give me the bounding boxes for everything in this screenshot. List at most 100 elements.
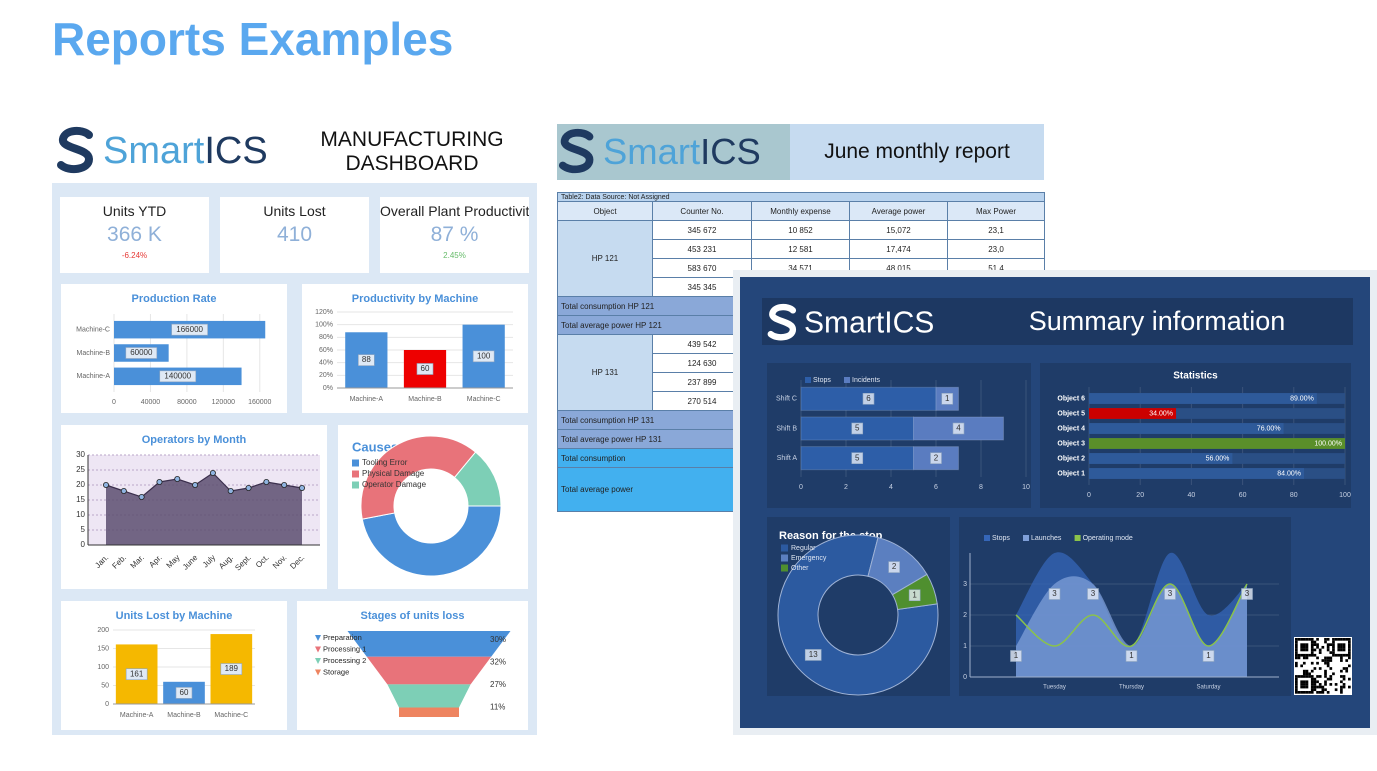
qr-module bbox=[1305, 669, 1309, 673]
slice bbox=[361, 505, 502, 577]
qr-module bbox=[1318, 683, 1322, 686]
qr-module bbox=[1316, 656, 1319, 660]
kpi-value: 87 % bbox=[430, 223, 479, 246]
legend-label: Stops bbox=[992, 535, 1010, 542]
qr-module bbox=[1326, 677, 1330, 681]
bar bbox=[1089, 393, 1317, 404]
qr-module bbox=[1332, 643, 1335, 646]
x-tick-label: 40000 bbox=[141, 399, 161, 406]
data-label: 76.00% bbox=[1257, 425, 1281, 432]
qr-module bbox=[1295, 640, 1298, 644]
chart-title: Stages of units loss bbox=[361, 610, 465, 622]
legend-swatch bbox=[352, 459, 359, 467]
chart: Statistics 0 20 40 60 80 100 Object 6 89.00% Obje… bbox=[1040, 363, 1351, 508]
qr-module bbox=[1340, 659, 1343, 662]
qr-module bbox=[1295, 683, 1298, 686]
qr-module bbox=[1310, 648, 1314, 652]
data-label: 84.00% bbox=[1277, 470, 1301, 477]
qr-module bbox=[1310, 669, 1314, 673]
qr-module bbox=[1313, 640, 1317, 644]
data-label: 1 bbox=[912, 590, 917, 599]
legend-label: Physical Damage bbox=[362, 469, 425, 478]
qr-module bbox=[1340, 648, 1343, 652]
qr-module bbox=[1348, 643, 1351, 646]
table-cell: 439 542 bbox=[652, 334, 752, 354]
qr-module bbox=[1340, 653, 1343, 657]
qr-module bbox=[1340, 645, 1343, 649]
label-box bbox=[125, 347, 158, 359]
data-label: 60000 bbox=[130, 348, 153, 357]
x-tick-label: 0 bbox=[112, 399, 116, 406]
qr-module bbox=[1310, 661, 1314, 665]
y-tick-label: Object 1 bbox=[1057, 470, 1085, 477]
x-tick-label: Machine-A bbox=[120, 712, 154, 719]
qr-module bbox=[1348, 677, 1351, 681]
qr-module bbox=[1310, 653, 1314, 657]
qr-module bbox=[1348, 685, 1351, 689]
point bbox=[138, 494, 145, 501]
funnel-segment bbox=[366, 656, 492, 685]
qr-module bbox=[1342, 653, 1346, 657]
qr-module bbox=[1310, 651, 1314, 654]
data-label: 11% bbox=[490, 703, 505, 712]
object-cell: HP 131 bbox=[557, 334, 653, 411]
qr-module bbox=[1295, 680, 1298, 684]
legend-swatch bbox=[781, 554, 788, 562]
qr-code bbox=[1294, 637, 1352, 695]
table-cell: 10 852 bbox=[751, 220, 850, 240]
data-label: 3 bbox=[1245, 589, 1250, 598]
qr-module bbox=[1300, 685, 1303, 689]
qr-module bbox=[1300, 691, 1303, 694]
qr-module bbox=[1334, 688, 1338, 692]
kpi-label: Units Lost bbox=[263, 203, 326, 219]
qr-module bbox=[1326, 645, 1330, 649]
qr-module bbox=[1342, 648, 1346, 652]
legend-label: Launches bbox=[1031, 535, 1062, 542]
table-cell: 17,474 bbox=[849, 239, 948, 259]
summary-heading: Summary information bbox=[1028, 306, 1286, 336]
point bbox=[281, 482, 288, 489]
x-tick-label: 160000 bbox=[248, 399, 271, 406]
qr-module bbox=[1329, 677, 1333, 681]
qr-module bbox=[1302, 645, 1306, 649]
funnel-segment bbox=[347, 631, 511, 657]
x-tick-label: 10 bbox=[1022, 484, 1030, 491]
kpi-delta: -6.24% bbox=[121, 251, 148, 260]
qr-module bbox=[1295, 638, 1298, 641]
qr-module bbox=[1313, 648, 1317, 652]
data-label: 30% bbox=[490, 635, 506, 644]
qr-module bbox=[1340, 656, 1343, 660]
table-row: HP 121 345 672 10 852 15,072 23,1 bbox=[557, 220, 1046, 297]
chart-title: Operators by Month bbox=[142, 434, 247, 446]
legend-label: Processing 2 bbox=[323, 656, 366, 665]
qr-module bbox=[1342, 667, 1346, 670]
y-tick-label: 200 bbox=[97, 627, 109, 634]
x-tick-label: Machine-B bbox=[167, 712, 201, 719]
legend-label: Storage bbox=[323, 667, 349, 676]
logo: SmartICS bbox=[57, 126, 268, 174]
point bbox=[263, 479, 270, 486]
qr-module bbox=[1342, 677, 1346, 681]
y-tick-label: Shift A bbox=[777, 455, 798, 462]
data-label: 34.00% bbox=[1149, 410, 1173, 417]
qr-module bbox=[1300, 638, 1303, 641]
logo-text: SmartICS bbox=[103, 130, 268, 172]
report-heading: June monthly report bbox=[790, 124, 1044, 180]
data-label: 27% bbox=[490, 680, 506, 689]
x-tick-label: Machine-B bbox=[408, 396, 442, 403]
label-box bbox=[851, 422, 864, 435]
qr-module bbox=[1302, 653, 1306, 657]
data-label: 100.00% bbox=[1314, 440, 1342, 447]
x-tick-label: 0 bbox=[1087, 492, 1091, 499]
chart: Productivity by Machine 0% 20% 40% 60% 80% 100… bbox=[302, 284, 528, 413]
label-box bbox=[472, 350, 495, 363]
area-line bbox=[105, 472, 303, 498]
qr-module bbox=[1318, 648, 1322, 652]
qr-module bbox=[1302, 675, 1306, 678]
logo-text: SmartICS bbox=[603, 131, 761, 172]
qr-module bbox=[1345, 638, 1349, 641]
kpi-card: Overall Plant Productivity 87 % 2.45% bbox=[380, 197, 529, 273]
y-tick-label: Object 2 bbox=[1057, 455, 1085, 462]
x-tick-label: 0 bbox=[799, 484, 803, 491]
table-caption: Table2: Data Source: Not Assigned bbox=[556, 192, 1046, 202]
